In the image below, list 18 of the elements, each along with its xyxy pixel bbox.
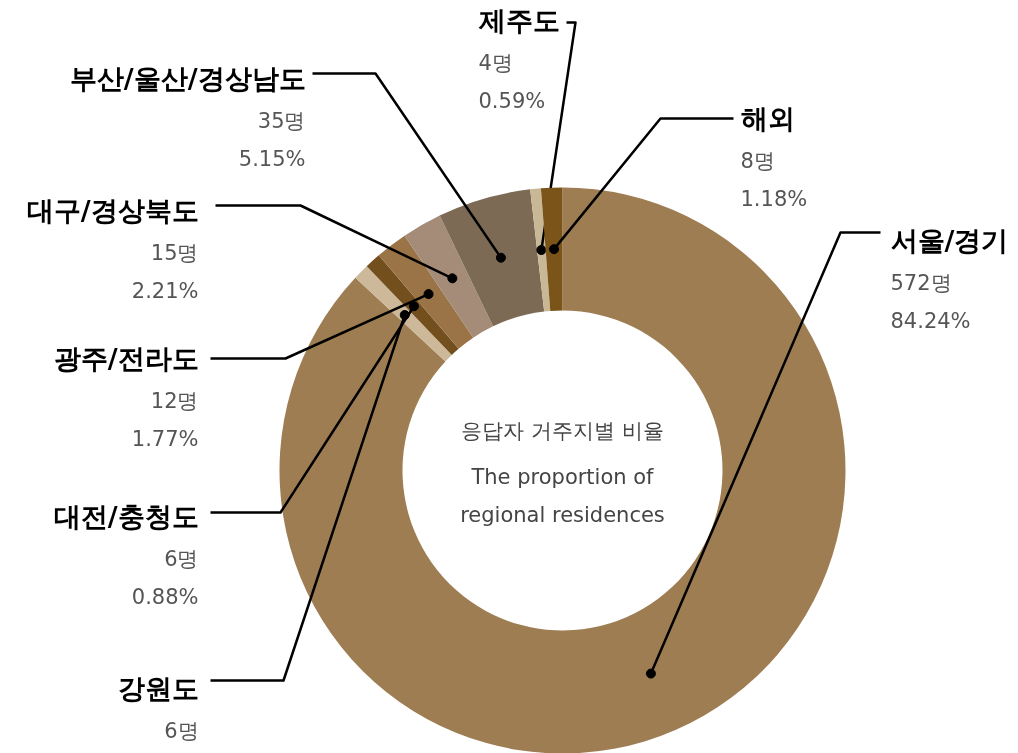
data-label: 6명 [164, 718, 199, 743]
text: 응답자 거주지별 비율 [461, 418, 664, 443]
slice-label: 서울/경기 [890, 225, 1009, 256]
data-label: 12명 1.77% [131, 388, 199, 451]
data-label: 8명 1.18% [740, 148, 808, 211]
slice-label: 부산/울산/경상남도 [69, 63, 306, 94]
slice-label: 제주도 [477, 5, 560, 36]
data-label: 4명 0.59% [478, 50, 546, 113]
text: The proportion of regional residences [460, 464, 665, 527]
slice-label: 대전/충청도 [53, 501, 199, 532]
data-label: 572명 84.24% [890, 270, 971, 333]
data-label: 6명 0.88% [131, 546, 199, 609]
slice-label: 해외 [740, 103, 795, 134]
data-label: 35명 5.15% [238, 108, 306, 171]
slice-label: 대구/경상북도 [26, 195, 199, 226]
data-label: 15명 2.21% [131, 240, 199, 303]
slice-label: 강원도 [117, 673, 199, 704]
slice-label: 광주/전라도 [53, 343, 199, 374]
